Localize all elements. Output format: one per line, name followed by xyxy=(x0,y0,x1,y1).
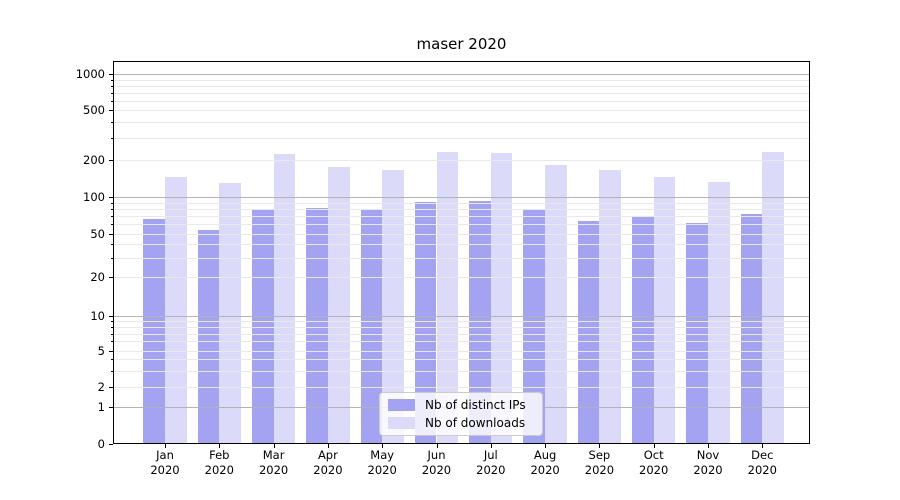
bar-aug-distinct-ips xyxy=(523,209,546,444)
y-tick-mark xyxy=(109,444,113,445)
bars-layer xyxy=(113,61,810,444)
legend-label-distinct-ips: Nb of distinct IPs xyxy=(425,398,526,412)
y-tick-mark xyxy=(109,197,113,198)
x-tick-mark xyxy=(762,444,764,448)
x-tick-mark xyxy=(219,444,221,448)
x-tick-mark xyxy=(165,444,166,448)
bar-may-distinct-ips xyxy=(360,210,383,444)
y-tick-label: 1000 xyxy=(75,67,105,81)
x-tick-label-jan: Jan 2020 xyxy=(150,448,180,477)
y-tick-label: 2 xyxy=(97,380,105,394)
x-tick-label-jun: Jun 2020 xyxy=(421,448,452,477)
x-tick-label-may: May 2020 xyxy=(367,448,397,477)
y-tick-label: 500 xyxy=(83,103,105,117)
y-tick-mark xyxy=(109,407,113,408)
x-tick-mark xyxy=(382,444,384,448)
bar-nov-downloads xyxy=(708,182,730,444)
y-tick-mark xyxy=(109,350,113,352)
x-tick-label-jul: Jul 2020 xyxy=(476,448,506,477)
bar-nov-distinct-ips xyxy=(686,223,708,444)
y-minor-tick-mark xyxy=(111,122,113,124)
y-minor-tick-mark xyxy=(111,79,113,81)
y-minor-tick-mark xyxy=(111,202,113,204)
y-tick-mark xyxy=(109,387,113,388)
y-tick-label: 100 xyxy=(83,190,105,204)
legend-swatch-downloads-icon xyxy=(388,417,415,429)
y-tick-label: 200 xyxy=(83,153,105,167)
x-tick-label-mar: Mar 2020 xyxy=(258,448,289,477)
y-tick-mark xyxy=(109,160,113,161)
bar-jul-distinct-ips xyxy=(469,200,491,444)
y-tick-label: 50 xyxy=(90,226,105,241)
y-tick-label: 5 xyxy=(97,343,105,358)
y-minor-tick-mark xyxy=(111,341,113,343)
legend-item-distinct-ips: Nb of distinct IPs xyxy=(388,398,534,412)
y-tick-label: 10 xyxy=(90,309,105,323)
legend-swatch-distinct-ips-icon xyxy=(388,399,415,411)
x-tick-mark xyxy=(545,444,547,448)
bar-feb-downloads xyxy=(219,182,241,444)
y-minor-tick-mark xyxy=(111,208,113,210)
x-tick-mark xyxy=(436,444,438,448)
y-minor-tick-mark xyxy=(111,223,113,225)
x-tick-label-aug: Aug 2020 xyxy=(530,448,560,477)
y-minor-tick-mark xyxy=(111,257,113,259)
y-tick-mark xyxy=(109,276,113,278)
y-minor-tick-mark xyxy=(111,92,113,94)
y-minor-tick-mark xyxy=(111,370,113,372)
bar-may-downloads xyxy=(382,169,404,444)
y-minor-tick-mark xyxy=(111,100,113,102)
bar-dec-distinct-ips xyxy=(740,214,763,444)
bar-sep-distinct-ips xyxy=(577,221,600,444)
bar-feb-distinct-ips xyxy=(197,230,220,444)
x-tick-mark xyxy=(327,444,329,448)
y-minor-tick-mark xyxy=(111,215,113,217)
y-tick-label: 20 xyxy=(90,269,105,284)
bar-sep-downloads xyxy=(599,169,622,444)
bar-mar-downloads xyxy=(273,154,296,444)
legend-label-downloads: Nb of downloads xyxy=(425,416,526,430)
y-minor-tick-mark xyxy=(111,327,113,329)
bar-aug-downloads xyxy=(545,164,567,444)
bar-dec-downloads xyxy=(762,152,784,444)
y-tick-mark xyxy=(109,74,113,75)
x-tick-label-feb: Feb 2020 xyxy=(204,448,234,477)
bar-apr-distinct-ips xyxy=(306,208,328,444)
bar-apr-downloads xyxy=(327,166,350,444)
y-minor-tick-mark xyxy=(111,321,113,323)
y-tick-label: 1 xyxy=(97,400,105,414)
x-tick-label-oct: Oct 2020 xyxy=(639,448,669,477)
y-minor-tick-mark xyxy=(111,359,113,361)
y-minor-tick-mark xyxy=(111,137,113,139)
x-tick-label-nov: Nov 2020 xyxy=(693,448,723,477)
bar-jan-downloads xyxy=(165,177,187,444)
y-minor-tick-mark xyxy=(111,244,113,245)
x-tick-mark xyxy=(599,444,601,448)
x-tick-mark xyxy=(653,444,655,448)
y-tick-label: 0 xyxy=(97,437,105,451)
y-tick-mark xyxy=(109,316,113,317)
y-minor-tick-mark xyxy=(111,85,113,87)
bar-jun-distinct-ips xyxy=(414,202,437,444)
x-tick-mark xyxy=(490,444,492,448)
y-minor-tick-mark xyxy=(111,333,113,335)
legend-item-downloads: Nb of downloads xyxy=(388,416,534,430)
chart-title: maser 2020 xyxy=(416,35,507,53)
y-tick-mark xyxy=(109,233,113,235)
x-tick-label-apr: Apr 2020 xyxy=(313,448,343,477)
y-tick-mark xyxy=(109,110,113,111)
x-tick-label-sep: Sep 2020 xyxy=(584,448,615,477)
x-tick-mark xyxy=(273,444,275,448)
legend: Nb of distinct IPs Nb of downloads xyxy=(379,392,543,436)
bar-mar-distinct-ips xyxy=(251,210,274,444)
x-tick-mark xyxy=(708,444,709,448)
bar-oct-downloads xyxy=(653,177,676,444)
bar-jan-distinct-ips xyxy=(143,218,165,444)
x-tick-label-dec: Dec 2020 xyxy=(747,448,777,477)
bar-oct-distinct-ips xyxy=(632,215,654,444)
